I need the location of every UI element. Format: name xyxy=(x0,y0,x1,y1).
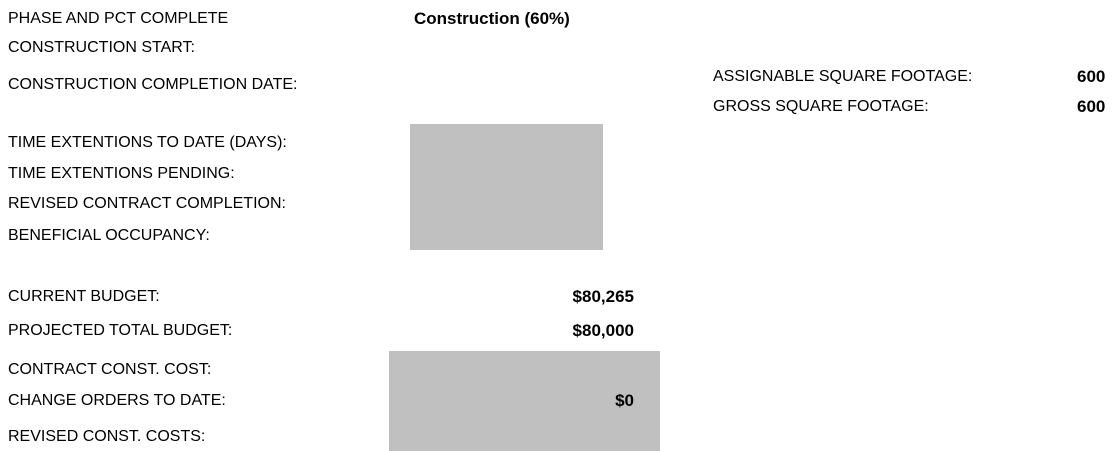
field-value: $80,265 xyxy=(572,287,634,306)
field-label: CONSTRUCTION COMPLETION DATE: xyxy=(8,76,298,93)
field-label: TIME EXTENTIONS TO DATE (DAYS): xyxy=(8,134,287,151)
field-value: Construction (60%) xyxy=(414,9,570,28)
field-value: $80,000 xyxy=(572,321,634,340)
field-label: REVISED CONST. COSTS: xyxy=(8,428,206,445)
field-value: 600 xyxy=(1077,97,1106,116)
field-label: CHANGE ORDERS TO DATE: xyxy=(8,392,226,409)
field-value: 600 xyxy=(1077,67,1106,86)
shaded-cell xyxy=(389,351,660,451)
field-value: $0 xyxy=(615,391,634,410)
field-label: REVISED CONTRACT COMPLETION: xyxy=(8,195,286,212)
field-label: TIME EXTENTIONS PENDING: xyxy=(8,165,235,182)
field-label: CONTRACT CONST. COST: xyxy=(8,361,212,378)
field-label: PHASE AND PCT COMPLETE xyxy=(8,10,229,27)
field-label: PROJECTED TOTAL BUDGET: xyxy=(8,322,233,339)
field-label: CONSTRUCTION START: xyxy=(8,39,195,56)
field-label: BENEFICIAL OCCUPANCY: xyxy=(8,227,210,244)
shaded-cell xyxy=(410,124,603,250)
field-label: ASSIGNABLE SQUARE FOOTAGE: xyxy=(713,68,973,85)
field-label: GROSS SQUARE FOOTAGE: xyxy=(713,98,929,115)
field-label: CURRENT BUDGET: xyxy=(8,288,160,305)
